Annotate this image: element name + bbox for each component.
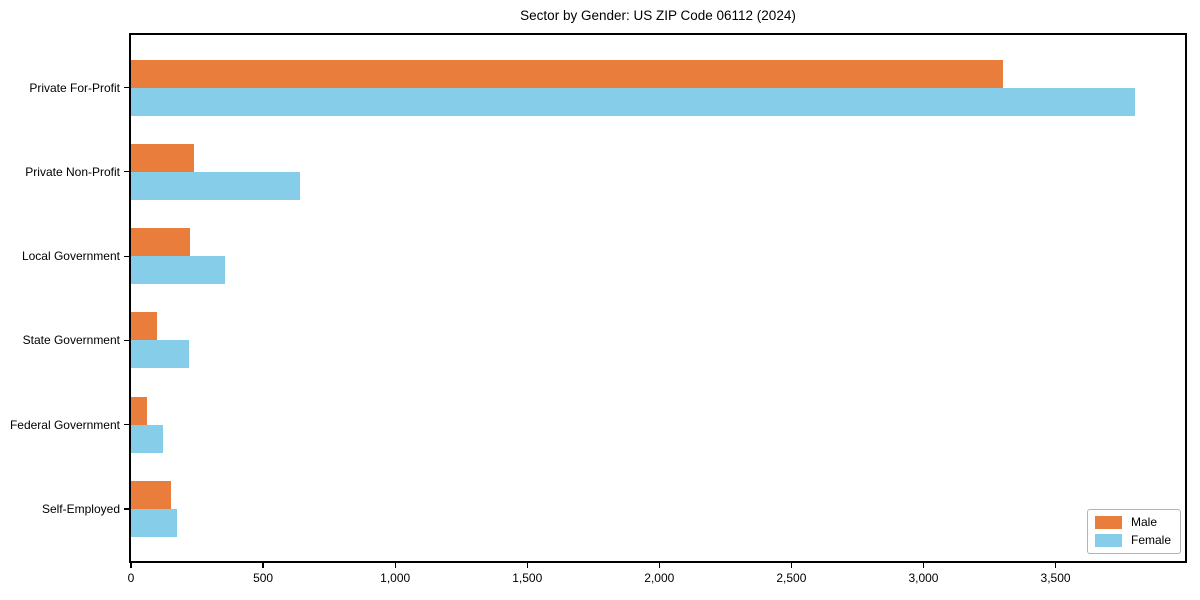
bar-female-state-government	[131, 340, 190, 369]
legend-item-female: Female	[1094, 533, 1171, 547]
y-tick-mark	[124, 508, 129, 510]
y-axis-label: State Government	[22, 333, 120, 348]
x-axis-tick-label: 1,000	[380, 571, 411, 585]
x-tick-mark	[394, 563, 396, 568]
y-tick-mark	[124, 339, 129, 341]
y-axis-label: Self-Employed	[41, 502, 120, 516]
x-axis-tick-label: 2,000	[644, 571, 675, 585]
y-tick-mark	[124, 86, 129, 89]
bar-male-state-government	[131, 312, 158, 341]
bar-male-private-for-profit	[131, 59, 1003, 88]
bar-female-local-government	[131, 256, 225, 285]
x-tick-mark	[262, 563, 264, 568]
y-axis-label: Federal Government	[9, 417, 120, 432]
female-color-swatch	[1094, 534, 1122, 547]
male-color-swatch	[1094, 516, 1122, 529]
bar-male-self-employed	[131, 481, 171, 509]
x-axis-tick-label: 3,500	[1040, 571, 1071, 585]
x-tick-mark	[922, 563, 925, 568]
x-tick-mark	[130, 563, 132, 568]
y-tick-mark	[124, 171, 129, 173]
bar-female-self-employed	[131, 509, 178, 537]
x-axis-tick-label: 0	[127, 571, 135, 585]
y-axis-label: Private Non-Profit	[25, 164, 120, 179]
x-axis-tick-label: 3,000	[908, 571, 939, 585]
legend-label-male: Male	[1130, 515, 1157, 529]
x-tick-mark	[1054, 563, 1057, 568]
x-axis-tick-label: 2,500	[776, 571, 807, 585]
plot-area: Male Female	[129, 33, 1187, 563]
y-axis-label: Private For-Profit	[29, 80, 120, 95]
x-tick-mark	[790, 563, 792, 568]
x-tick-mark	[526, 563, 528, 568]
x-tick-mark	[658, 563, 660, 568]
bar-male-federal-government	[131, 396, 147, 425]
bar-female-private-non-profit	[131, 171, 301, 200]
bar-female-federal-government	[131, 424, 163, 453]
bar-male-local-government	[131, 228, 191, 257]
y-tick-mark	[124, 255, 129, 257]
bar-female-private-for-profit	[131, 87, 1135, 116]
bar-male-private-non-profit	[131, 143, 195, 172]
legend-label-female: Female	[1130, 533, 1171, 547]
legend-item-male: Male	[1094, 515, 1171, 529]
x-axis-tick-label: 500	[253, 571, 274, 585]
y-axis-label: Local Government	[21, 249, 120, 264]
x-axis-tick-label: 1,500	[512, 571, 543, 585]
legend: Male Female	[1086, 509, 1181, 554]
chart-title: Sector by Gender: US ZIP Code 06112 (202…	[520, 8, 796, 23]
y-tick-mark	[124, 424, 129, 426]
